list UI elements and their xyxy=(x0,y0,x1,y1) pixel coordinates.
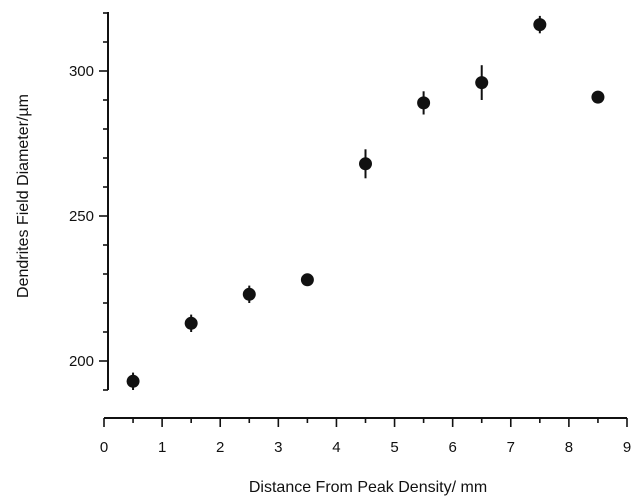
data-point xyxy=(300,273,314,287)
data-points xyxy=(126,15,605,390)
x-tick-label: 4 xyxy=(332,439,340,456)
x-tick-label: 0 xyxy=(100,439,108,456)
data-point xyxy=(359,157,372,171)
x-tick-label: 5 xyxy=(390,439,398,456)
data-point xyxy=(475,76,489,90)
y-tick-label: 250 xyxy=(69,208,94,225)
data-point xyxy=(417,96,431,110)
y-tick-label: 200 xyxy=(69,353,94,370)
y-axis-title: Dendrites Field Diameter/µm xyxy=(15,94,32,298)
x-tick-label: 2 xyxy=(216,439,224,456)
x-tick-label: 8 xyxy=(565,439,573,456)
x-tick-label: 6 xyxy=(448,439,456,456)
y-axis: 200 250 300 xyxy=(69,12,109,391)
data-point xyxy=(591,90,605,104)
data-point xyxy=(126,374,140,388)
y-tick-label: 300 xyxy=(69,63,94,80)
data-point xyxy=(242,287,256,301)
x-tick-label: 3 xyxy=(274,439,282,456)
x-tick-label: 1 xyxy=(158,439,166,456)
data-point xyxy=(533,18,547,32)
x-axis-title: Distance From Peak Density/ mm xyxy=(249,479,487,496)
x-tick-label: 7 xyxy=(507,439,515,456)
x-axis: 0 1 2 3 4 5 6 7 8 9 xyxy=(100,417,631,456)
x-tick-label: 9 xyxy=(623,439,631,456)
data-point xyxy=(184,316,198,330)
